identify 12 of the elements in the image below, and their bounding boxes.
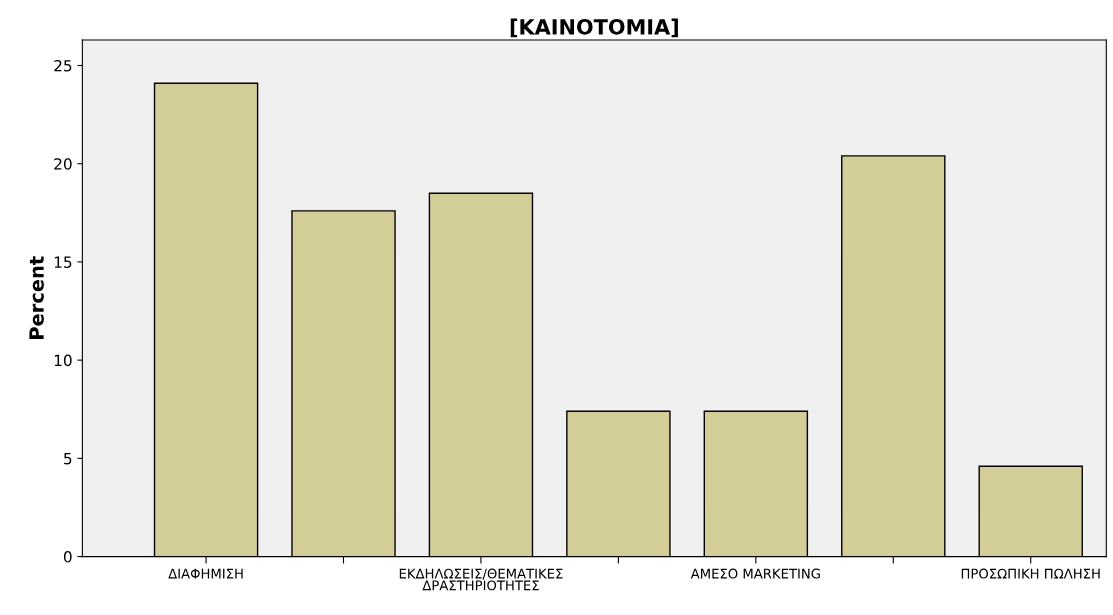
y-tick-label: 15 bbox=[54, 256, 72, 268]
chart-title: [ΚΑΙΝΟΤΟΜΙΑ] bbox=[510, 18, 678, 38]
y-tick-label: 5 bbox=[64, 453, 72, 465]
y-axis-title: Percent bbox=[29, 256, 44, 339]
x-tick-label: ΠΡΟΣΩΠΙΚΗ ΠΩΛΗΣΗ bbox=[961, 568, 1100, 579]
x-tick-label: ΑΜΕΣΟ MARKETING bbox=[690, 568, 820, 579]
y-tick-label: 0 bbox=[63, 551, 72, 563]
y-tick-label: 20 bbox=[54, 158, 72, 170]
x-tick-label: ΕΚΔΗΛΩΣΕΙΣ/ΘΕΜΑΤΙΚΕΣ ΔΡΑΣΤΗΡΙΟΤΗΤΕΣ bbox=[399, 568, 563, 591]
y-tick-label: 10 bbox=[54, 354, 72, 367]
y-tick-label: 25 bbox=[54, 59, 72, 72]
x-tick-label: ΔΙΑΦΗΜΙΣΗ bbox=[168, 568, 243, 579]
